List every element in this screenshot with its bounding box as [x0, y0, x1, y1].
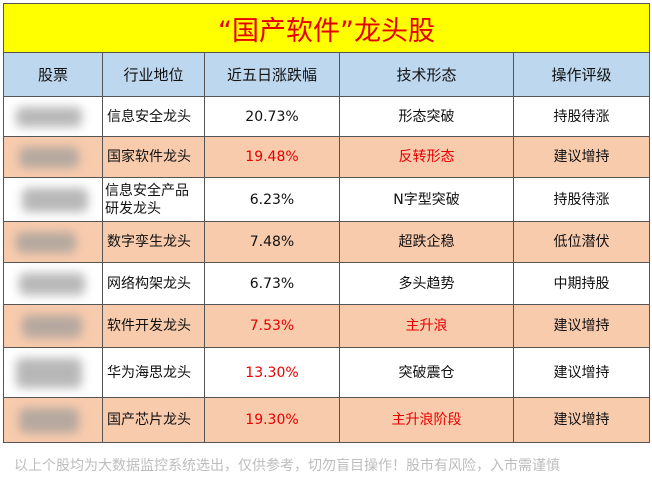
industry-position: 国家软件龙头	[103, 137, 205, 178]
rating: 建议增持	[514, 398, 650, 443]
rating: 建议增持	[514, 137, 650, 178]
stock-cell	[3, 178, 103, 222]
five-day-change: 19.48%	[205, 137, 340, 178]
footer-note: 以上个股均为大数据监控系统选出，仅供参考，切勿盲目操作！股市有风险，入市需谨慎	[14, 458, 560, 474]
title: “国产软件”龙头股	[3, 3, 650, 53]
column-header: 近五日涨跌幅	[205, 53, 340, 97]
industry-position: 国产芯片龙头	[103, 398, 205, 443]
stock-cell	[3, 305, 103, 348]
blurred-stock-name	[22, 188, 88, 212]
blurred-stock-name	[19, 273, 85, 295]
blurred-stock-name	[16, 358, 82, 388]
five-day-change: 6.73%	[205, 263, 340, 305]
industry-position: 信息安全龙头	[103, 97, 205, 137]
stock-cell	[3, 398, 103, 443]
column-header: 行业地位	[103, 53, 205, 97]
technical-pattern: 主升浪阶段	[340, 398, 514, 443]
industry-position: 数字孪生龙头	[103, 222, 205, 263]
blurred-stock-name	[19, 147, 79, 168]
stock-cell	[3, 97, 103, 137]
rating: 中期持股	[514, 263, 650, 305]
technical-pattern: 多头趋势	[340, 263, 514, 305]
rating: 低位潜伏	[514, 222, 650, 263]
blurred-stock-name	[16, 232, 76, 253]
technical-pattern: 超跌企稳	[340, 222, 514, 263]
stock-cell	[3, 222, 103, 263]
five-day-change: 6.23%	[205, 178, 340, 222]
rating: 持股待涨	[514, 97, 650, 137]
rating: 建议增持	[514, 348, 650, 398]
five-day-change: 7.48%	[205, 222, 340, 263]
five-day-change: 13.30%	[205, 348, 340, 398]
stock-cell	[3, 137, 103, 178]
stock-cell	[3, 263, 103, 305]
five-day-change: 20.73%	[205, 97, 340, 137]
column-header: 技术形态	[340, 53, 514, 97]
technical-pattern: 反转形态	[340, 137, 514, 178]
column-header: 操作评级	[514, 53, 650, 97]
five-day-change: 7.53%	[205, 305, 340, 348]
stock-cell	[3, 348, 103, 398]
blurred-stock-name	[22, 315, 82, 338]
column-header: 股票	[3, 53, 103, 97]
industry-position: 网络构架龙头	[103, 263, 205, 305]
industry-position: 华为海思龙头	[103, 348, 205, 398]
blurred-stock-name	[19, 408, 79, 433]
rating: 建议增持	[514, 305, 650, 348]
blurred-stock-name	[16, 107, 82, 127]
industry-position: 软件开发龙头	[103, 305, 205, 348]
rating: 持股待涨	[514, 178, 650, 222]
five-day-change: 19.30%	[205, 398, 340, 443]
industry-position: 信息安全产品研发龙头	[103, 178, 205, 222]
technical-pattern: 形态突破	[340, 97, 514, 137]
technical-pattern: N字型突破	[340, 178, 514, 222]
technical-pattern: 主升浪	[340, 305, 514, 348]
technical-pattern: 突破震仓	[340, 348, 514, 398]
